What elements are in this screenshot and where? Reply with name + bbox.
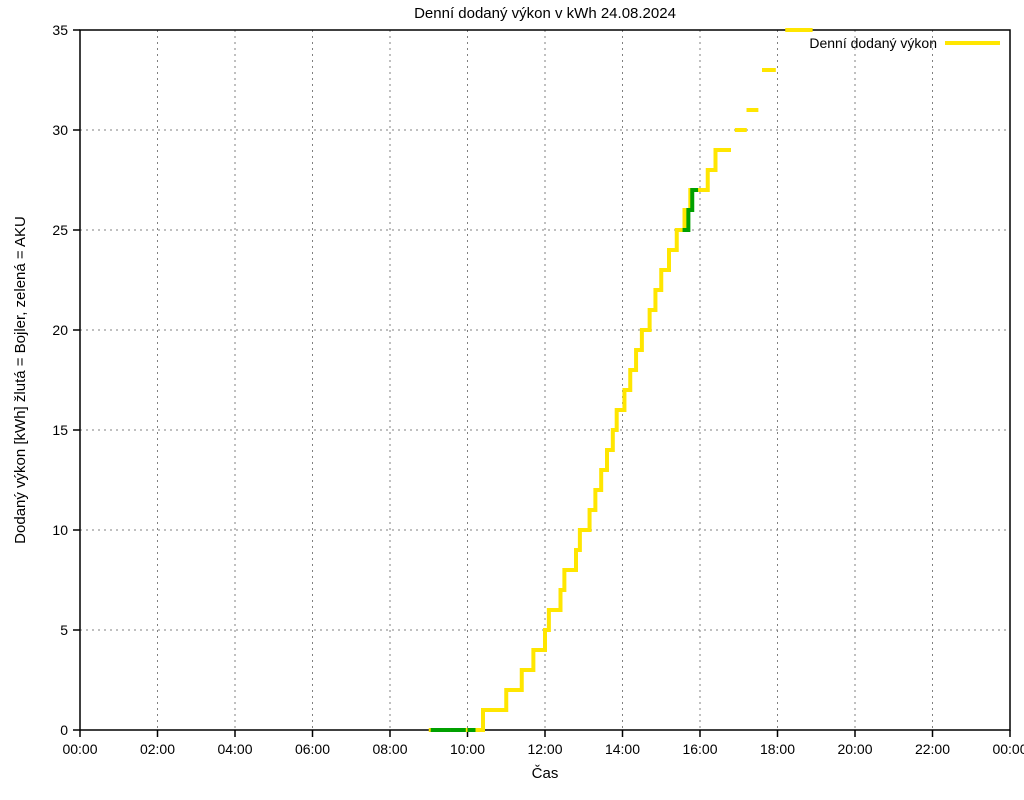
x-tick-label: 22:00 <box>915 741 950 757</box>
chart-title: Denní dodaný výkon v kWh 24.08.2024 <box>414 5 676 22</box>
x-tick-label: 20:00 <box>837 741 872 757</box>
y-axis-label: Dodaný výkon [kWh] žlutá = Bojler, zelen… <box>12 216 29 544</box>
y-tick-label: 10 <box>52 522 68 538</box>
y-tick-label: 35 <box>52 22 68 38</box>
x-tick-label: 06:00 <box>295 741 330 757</box>
x-tick-label: 12:00 <box>527 741 562 757</box>
x-tick-label: 18:00 <box>760 741 795 757</box>
y-tick-label: 5 <box>60 622 68 638</box>
y-tick-label: 0 <box>60 722 68 738</box>
legend-label: Denní dodaný výkon <box>809 35 937 51</box>
x-tick-label: 08:00 <box>372 741 407 757</box>
series-line <box>429 150 731 730</box>
x-tick-label: 10:00 <box>450 741 485 757</box>
y-tick-label: 30 <box>52 122 68 138</box>
y-tick-label: 25 <box>52 222 68 238</box>
x-tick-label: 00:00 <box>62 741 97 757</box>
x-tick-label: 14:00 <box>605 741 640 757</box>
x-tick-label: 16:00 <box>682 741 717 757</box>
x-tick-label: 02:00 <box>140 741 175 757</box>
x-axis-label: Čas <box>532 765 559 782</box>
y-tick-label: 15 <box>52 422 68 438</box>
x-tick-label: 00:00 <box>992 741 1024 757</box>
x-tick-label: 04:00 <box>217 741 252 757</box>
power-chart: 00:00 02:00 04:00 06:00 08:00 10:00 12:00 14:00… <box>0 0 1024 800</box>
y-tick-label: 20 <box>52 322 68 338</box>
